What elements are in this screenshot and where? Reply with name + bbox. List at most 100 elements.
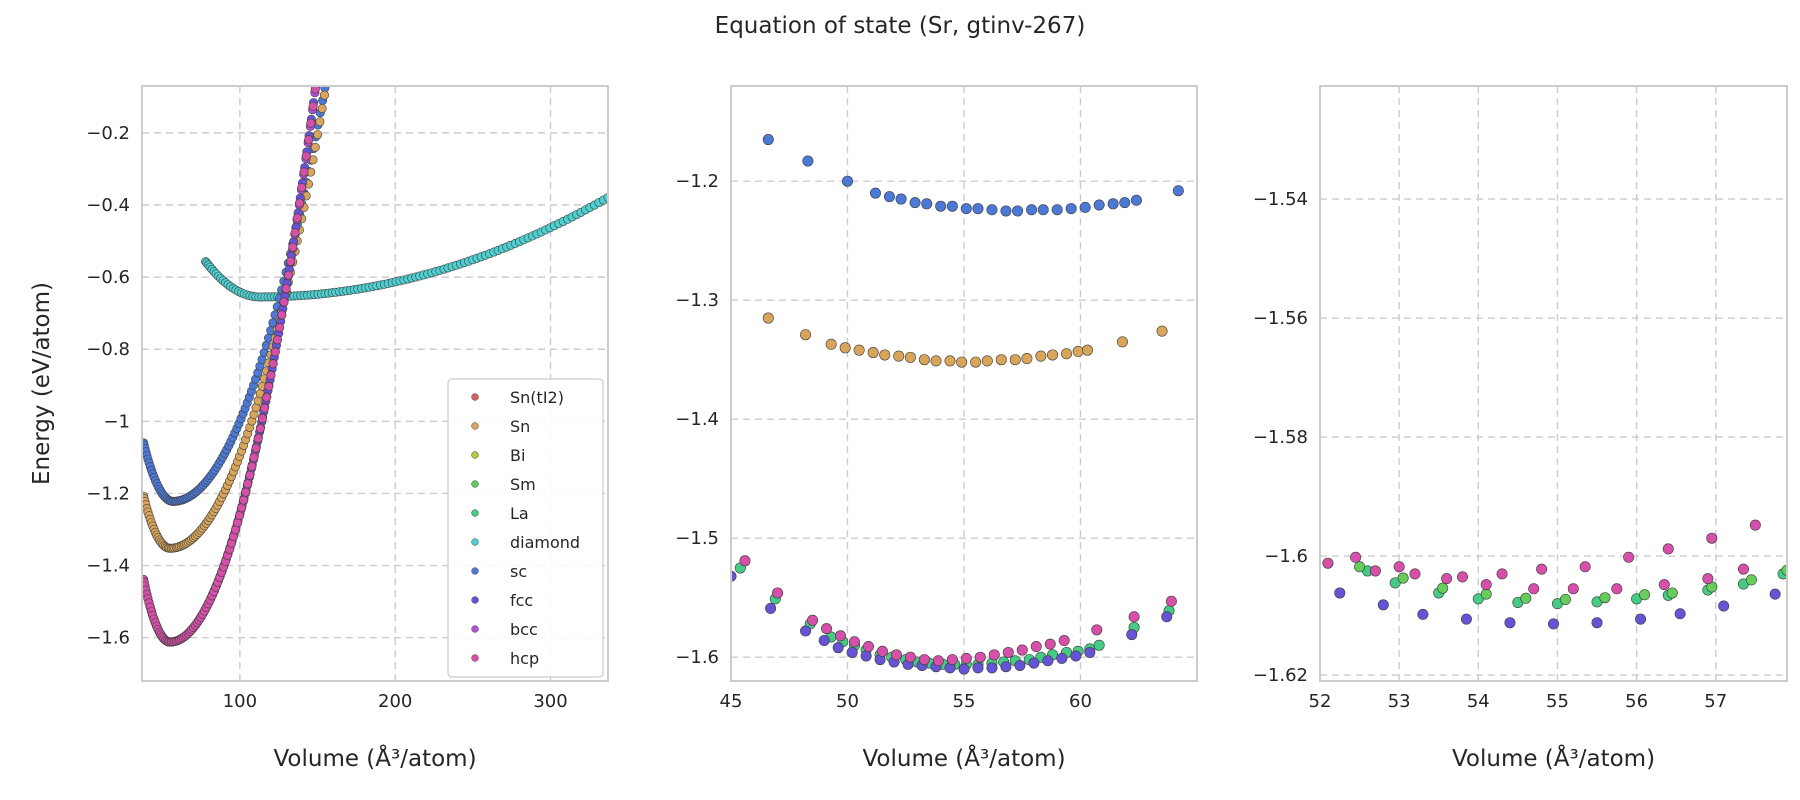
data-point-sc (960, 203, 972, 215)
data-point-sn (918, 354, 930, 366)
data-point-sc (1000, 205, 1012, 217)
data-point-hcp (835, 630, 847, 642)
data-point-sm (1397, 572, 1409, 584)
data-point-sc (1026, 204, 1038, 216)
data-point-hcp (1480, 579, 1492, 591)
data-point-hcp (876, 645, 888, 657)
data-point-hcp (1702, 573, 1714, 585)
y-tick-label: −1.58 (1253, 427, 1308, 448)
data-point-fcc (1769, 588, 1781, 600)
data-point-sm (1559, 593, 1571, 605)
data-point-sn (317, 104, 327, 114)
data-point-sm (1745, 574, 1757, 586)
data-point-hcp (264, 381, 274, 391)
data-point-sn (970, 356, 982, 368)
panels: 100 200 300 −1.6 −1.4 −1.2 −1 −0.8 −0.6 −0.4 −0.2 V… (29, 13, 1788, 772)
data-point-sn (981, 355, 993, 367)
data-point-sn (762, 312, 774, 324)
legend-marker (471, 451, 479, 459)
data-points (142, 13, 608, 647)
data-point-hcp (320, 13, 328, 21)
data-point-sn (319, 90, 329, 100)
data-point-sn (1061, 348, 1073, 360)
data-point-hcp (1091, 624, 1103, 636)
legend-marker (471, 567, 479, 575)
data-point-hcp (247, 461, 257, 471)
data-point-sn (995, 354, 1007, 366)
data-point-hcp (807, 614, 819, 626)
data-point-hcp (1322, 557, 1334, 569)
data-point-sn (879, 349, 891, 361)
data-point-sc (330, 31, 338, 39)
data-point-hcp (288, 242, 298, 252)
legend-label: La (510, 504, 529, 523)
data-point-sn (825, 338, 837, 350)
data-point-hcp (297, 183, 307, 193)
data-point-hcp (268, 359, 278, 369)
plot-frame (1319, 85, 1788, 682)
data-point-hcp (1658, 579, 1670, 591)
data-point-sc (1093, 199, 1105, 211)
data-point-hcp (1044, 638, 1056, 650)
data-point-sm (1520, 592, 1532, 604)
data-point-sn (1035, 350, 1047, 362)
data-point-sm (1599, 592, 1611, 604)
x-tick-label: 56 (1625, 691, 1648, 712)
data-point-hcp (292, 213, 302, 223)
data-point-hcp (235, 510, 245, 520)
data-point-hcp (1350, 551, 1362, 563)
data-point-fcc (846, 646, 858, 658)
data-point-sn (315, 117, 325, 127)
y-tick-label: −1.56 (1253, 308, 1308, 329)
data-point-hcp (1536, 563, 1548, 575)
data-point-sn (1009, 354, 1021, 366)
data-point-sn (332, 20, 340, 28)
data-point-fcc (314, 64, 322, 72)
data-point-sn (1072, 345, 1084, 357)
data-point-fcc (1056, 652, 1068, 664)
data-point-hcp (960, 652, 972, 664)
x-tick-label: 54 (1467, 691, 1490, 712)
data-point-hcp (255, 424, 265, 434)
data-point-fcc (1126, 629, 1138, 641)
data-point-hcp (272, 335, 282, 345)
data-point-hcp (1662, 543, 1674, 555)
x-tick-label: 52 (1309, 691, 1332, 712)
y-tick-label: −0.2 (86, 123, 130, 144)
data-point-fcc (1460, 613, 1472, 625)
data-point-sc (895, 193, 907, 205)
data-point-hcp (257, 414, 267, 424)
y-tick-label: −1.6 (675, 647, 719, 668)
data-point-hcp (918, 654, 930, 666)
data-point-hcp (862, 640, 874, 652)
legend-label: Bi (510, 446, 525, 465)
data-point-sc (986, 204, 998, 216)
data-point-hcp (772, 587, 784, 599)
data-point-hcp (1016, 644, 1028, 656)
data-point-sn (800, 329, 812, 341)
data-point-sc (869, 187, 881, 199)
data-point-sc (802, 155, 814, 167)
legend-label: Sn(tI2) (510, 388, 564, 407)
data-point-sn (1021, 353, 1033, 365)
y-tick-label: −1 (103, 411, 130, 432)
y-tick-label: −1.6 (86, 628, 130, 649)
data-point-hcp (988, 649, 1000, 661)
legend-marker (471, 480, 479, 488)
data-point-fcc (316, 47, 324, 55)
data-point-sn (327, 49, 335, 57)
data-point-sc (1079, 201, 1091, 213)
data-point-hcp (848, 636, 860, 648)
data-point-hcp (245, 470, 255, 480)
x-tick-label: 300 (533, 691, 567, 712)
data-point-hcp (1030, 640, 1042, 652)
data-point-hcp (313, 67, 321, 75)
data-point-sc (1172, 185, 1184, 197)
y-tick-label: −1.2 (675, 171, 719, 192)
data-point-hcp (277, 310, 287, 320)
data-point-sc (1065, 203, 1077, 215)
legend: Sn(tI2) Sn Bi Sm La diamond sc fcc bcc hcp (447, 378, 604, 678)
data-point-sc (921, 198, 933, 210)
data-point-hcp (1611, 583, 1623, 595)
x-axis-label: Volume (Å³/atom) (273, 744, 476, 772)
